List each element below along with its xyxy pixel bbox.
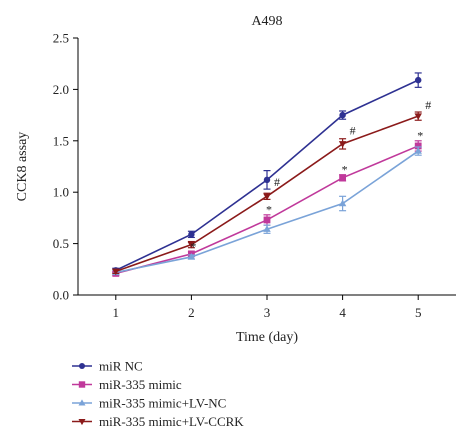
data-point [339,111,346,119]
y-axis-label: CCK8 assay [15,132,30,202]
data-point [338,141,347,148]
y-tick-label: 1.0 [53,185,69,200]
legend-swatch-marker [78,418,86,426]
legend-label: miR NC [99,359,143,374]
data-point [263,176,271,184]
asterisk-annotation: * [417,129,423,143]
axes [77,38,456,296]
x-tick-label: 4 [339,305,346,320]
hash-annotation: # [350,124,356,138]
asterisk-annotation: * [190,240,196,254]
legend-item: miR-335 mimic [72,377,182,392]
x-ticks: 1 2 3 4 5 [113,295,422,320]
data-point [339,174,346,182]
data-point [414,147,422,154]
significance-annotations: **#*# *# [190,98,431,254]
hash-annotation: # [425,98,431,112]
y-tick-label: 0.0 [53,288,69,303]
data-point [112,268,120,276]
data-point [188,231,195,238]
data-point [414,113,422,121]
legend-label: miR-335 mimic+LV-CCRK [99,414,244,429]
asterisk-annotation: * [342,163,348,177]
legend-swatch-marker [78,399,86,406]
legend-label: miR-335 mimic+LV-NC [99,396,226,411]
data-point [187,241,196,249]
legend-item: miR-335 mimic+LV-NC [72,396,226,411]
y-tick-label: 2.5 [53,31,69,46]
chart-title: A498 [251,14,282,29]
legend-item: miR NC [72,359,143,374]
series-1 [112,72,422,274]
data-point [414,76,422,84]
legend-swatch-marker [78,362,86,370]
x-tick-label: 1 [113,305,120,320]
y-tick-label: 0.5 [53,236,69,251]
legend-label: miR-335 mimic [99,377,182,392]
data-point [187,253,196,260]
x-axis-label: Time (day) [236,330,298,345]
x-tick-label: 2 [188,305,195,320]
y-ticks: 0.0 0.5 1.0 1.5 2.0 2.5 [53,31,78,303]
y-tick-label: 2.0 [53,82,69,97]
hash-annotation: # [274,175,280,189]
y-tick-label: 1.5 [53,133,69,148]
data-point [338,199,347,207]
legend-item: miR-335 mimic+LV-CCRK [72,414,244,429]
legend: miR NC miR-335 mimic miR-335 mimic+LV-NC mi… [72,359,244,429]
series-4 [112,111,422,276]
x-tick-label: 5 [415,305,422,320]
data-point [263,193,271,201]
series-layer [112,72,422,277]
asterisk-annotation: * [266,203,272,217]
legend-swatch-marker [78,381,86,388]
data-point [263,225,271,232]
x-tick-label: 3 [264,305,271,320]
data-point [263,216,271,224]
data-point [414,142,422,150]
